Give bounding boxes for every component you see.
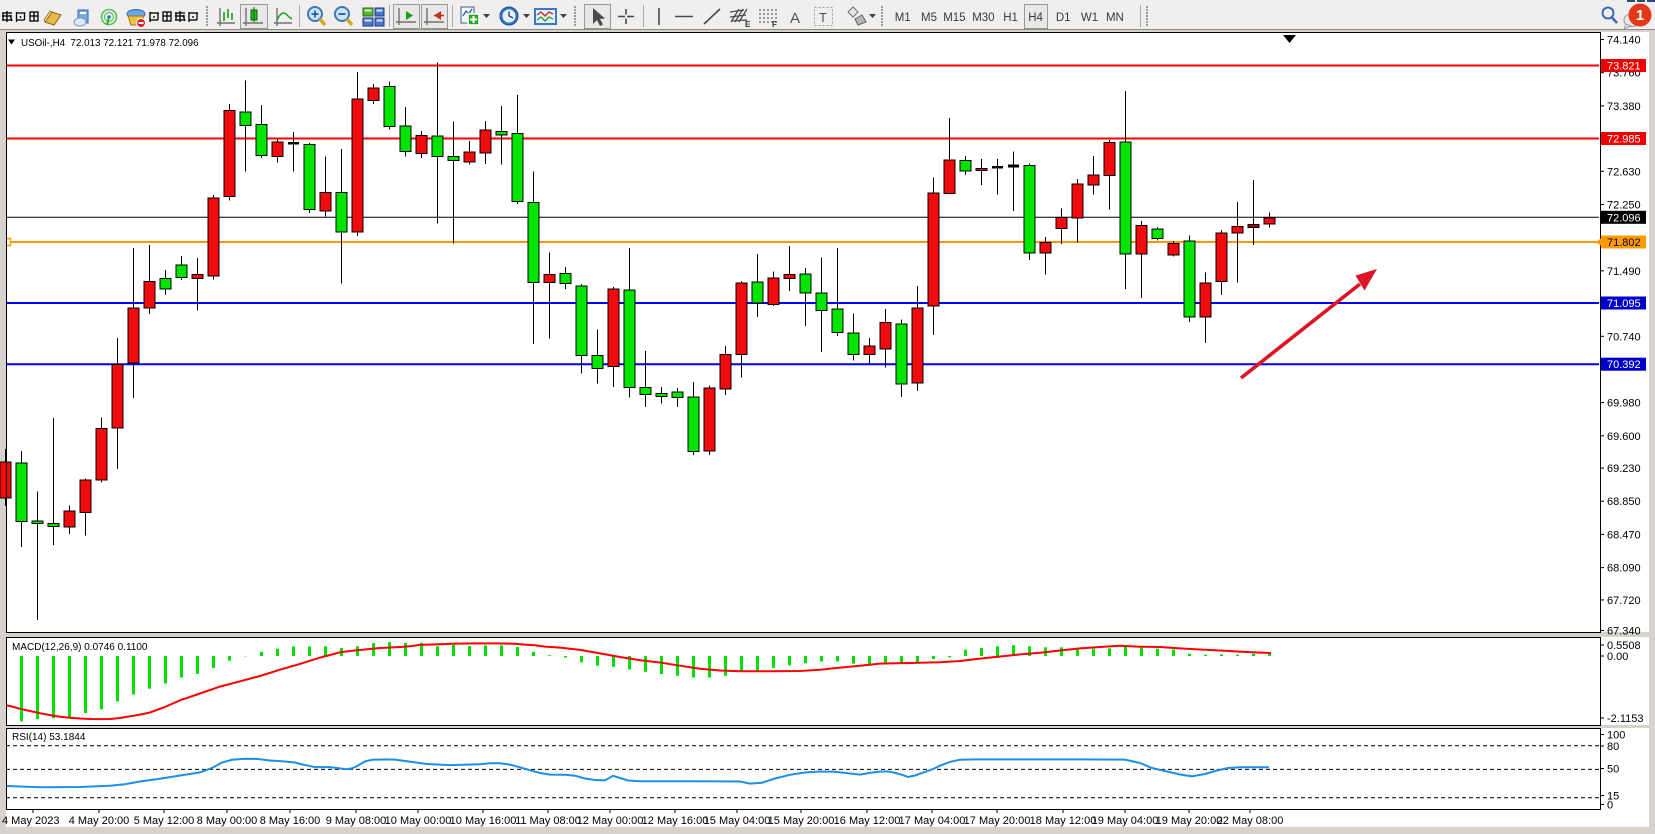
svg-text:68.090: 68.090 xyxy=(1607,563,1641,575)
svg-text:F: F xyxy=(772,20,777,29)
svg-text:67.720: 67.720 xyxy=(1607,595,1641,607)
svg-text:73.821: 73.821 xyxy=(1607,61,1641,73)
svg-text:74.140: 74.140 xyxy=(1607,35,1641,47)
svg-text:M15: M15 xyxy=(943,12,965,24)
svg-text:17 May 04:00: 17 May 04:00 xyxy=(899,815,966,827)
svg-text:70.392: 70.392 xyxy=(1607,359,1641,371)
svg-text:0.5508: 0.5508 xyxy=(1607,640,1641,652)
svg-text:12 May 16:00: 12 May 16:00 xyxy=(642,815,709,827)
svg-text:15: 15 xyxy=(1607,791,1619,803)
svg-text:H4: H4 xyxy=(1028,12,1043,24)
svg-text:9 May 08:00: 9 May 08:00 xyxy=(326,815,387,827)
svg-text:W1: W1 xyxy=(1081,12,1098,24)
svg-text:69.230: 69.230 xyxy=(1607,463,1641,475)
svg-text:71.490: 71.490 xyxy=(1607,266,1641,278)
svg-text:69.980: 69.980 xyxy=(1607,398,1641,410)
svg-text:73.380: 73.380 xyxy=(1607,101,1641,113)
svg-text:RSI(14) 53.1844: RSI(14) 53.1844 xyxy=(12,732,86,743)
svg-text:10 May 00:00: 10 May 00:00 xyxy=(385,815,452,827)
svg-text:11 May 08:00: 11 May 08:00 xyxy=(515,815,581,827)
svg-text:16 May 12:00: 16 May 12:00 xyxy=(834,815,901,827)
svg-text:A: A xyxy=(790,10,800,27)
svg-text:100: 100 xyxy=(1607,730,1625,742)
svg-text:72.985: 72.985 xyxy=(1607,134,1641,146)
svg-text:71.095: 71.095 xyxy=(1607,298,1641,310)
svg-text:10 May 16:00: 10 May 16:00 xyxy=(450,815,517,827)
svg-text:12 May 00:00: 12 May 00:00 xyxy=(577,815,644,827)
svg-text:E: E xyxy=(745,20,751,29)
svg-text:72.096: 72.096 xyxy=(1607,212,1641,224)
svg-text:19 May 20:00: 19 May 20:00 xyxy=(1156,815,1223,827)
svg-text:-2.1153: -2.1153 xyxy=(1607,713,1644,725)
svg-text:M5: M5 xyxy=(921,12,937,24)
svg-text:8 May 16:00: 8 May 16:00 xyxy=(260,815,321,827)
svg-text:USOil-,H4 72.013 72.121 71.97: USOil-,H4 72.013 72.121 71.978 72.096 xyxy=(21,38,199,49)
svg-text:69.600: 69.600 xyxy=(1607,431,1641,443)
svg-text:8 May 00:00: 8 May 00:00 xyxy=(197,815,258,827)
svg-text:MN: MN xyxy=(1106,12,1124,24)
svg-text:68.470: 68.470 xyxy=(1607,529,1641,541)
svg-text:70.740: 70.740 xyxy=(1607,331,1641,343)
svg-text:67.340: 67.340 xyxy=(1607,626,1641,638)
svg-text:22 May 08:00: 22 May 08:00 xyxy=(1217,815,1284,827)
svg-text:T: T xyxy=(819,10,827,25)
svg-text:68.850: 68.850 xyxy=(1607,496,1641,508)
svg-text:72.630: 72.630 xyxy=(1607,166,1641,178)
svg-text:0.00: 0.00 xyxy=(1607,651,1628,663)
svg-text:50: 50 xyxy=(1607,764,1619,776)
svg-text:4 May 20:00: 4 May 20:00 xyxy=(69,815,130,827)
svg-text:18 May 12:00: 18 May 12:00 xyxy=(1030,815,1097,827)
svg-text:H1: H1 xyxy=(1003,12,1018,24)
svg-text:4 May 2023: 4 May 2023 xyxy=(2,815,59,827)
svg-text:17 May 20:00: 17 May 20:00 xyxy=(964,815,1031,827)
svg-text:M30: M30 xyxy=(972,12,994,24)
svg-text:D1: D1 xyxy=(1056,12,1071,24)
svg-text:1: 1 xyxy=(1636,7,1644,24)
svg-text:80: 80 xyxy=(1607,741,1619,753)
svg-text:15 May 04:00: 15 May 04:00 xyxy=(704,815,771,827)
svg-text:72.250: 72.250 xyxy=(1607,200,1641,212)
svg-text:MACD(12,26,9) 0.0746 0.1100: MACD(12,26,9) 0.0746 0.1100 xyxy=(12,642,148,653)
svg-text:15 May 20:00: 15 May 20:00 xyxy=(768,815,835,827)
svg-text:0: 0 xyxy=(1607,800,1613,812)
svg-text:M1: M1 xyxy=(895,12,911,24)
svg-text:19 May 04:00: 19 May 04:00 xyxy=(1092,815,1159,827)
svg-text:71.802: 71.802 xyxy=(1607,237,1641,249)
svg-text:5 May 12:00: 5 May 12:00 xyxy=(134,815,195,827)
